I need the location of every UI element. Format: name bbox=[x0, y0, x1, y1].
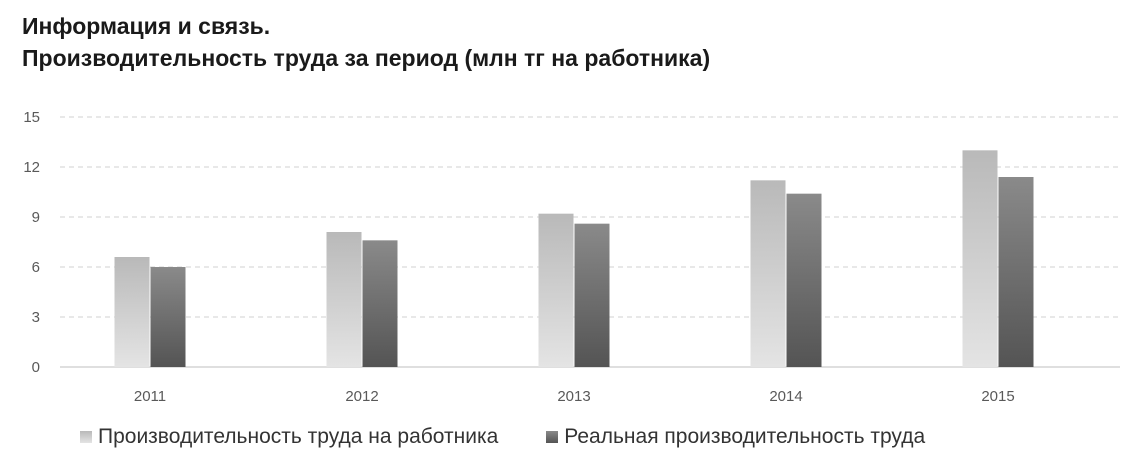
bar-2014-series-2 bbox=[786, 193, 822, 367]
legend-swatch-series-2 bbox=[546, 431, 559, 443]
bar-2015-series-2 bbox=[998, 177, 1034, 367]
chart-title-line-1: Информация и связь. bbox=[22, 13, 271, 39]
bar-2013-series-1 bbox=[538, 213, 574, 367]
legend-item-series-2: Реальная производительность труда bbox=[546, 425, 925, 449]
legend: Производительность труда на работника Ре… bbox=[80, 424, 973, 450]
chart-title-line-2: Производительность труда за период (млн … bbox=[22, 45, 711, 71]
x-tick-label: 2011 bbox=[134, 388, 166, 405]
legend-item-series-1: Производительность труда на работника bbox=[80, 425, 498, 449]
x-tick-label: 2014 bbox=[769, 388, 802, 405]
x-tick-label: 2015 bbox=[981, 388, 1014, 405]
y-tick-label: 3 bbox=[32, 309, 40, 326]
bar-2011-series-1 bbox=[114, 257, 150, 367]
y-tick-label: 12 bbox=[23, 159, 40, 176]
bar-2011-series-2 bbox=[150, 267, 186, 367]
bar-2012-series-1 bbox=[326, 232, 362, 367]
x-tick-label: 2012 bbox=[345, 388, 378, 405]
y-axis-ticks: 0 3 6 9 12 15 bbox=[23, 109, 40, 376]
bar-2014-series-1 bbox=[750, 180, 786, 367]
legend-label-series-2: Реальная производительность труда bbox=[564, 425, 926, 448]
chart-title: Информация и связь. Производительность т… bbox=[22, 10, 710, 74]
y-tick-label: 6 bbox=[32, 259, 40, 276]
bar-2013-series-2 bbox=[574, 223, 610, 367]
x-tick-label: 2013 bbox=[557, 388, 590, 405]
x-axis-ticks: 2011 2012 2013 2014 2015 bbox=[134, 388, 1015, 405]
y-tick-label: 15 bbox=[23, 109, 40, 126]
y-tick-label: 9 bbox=[32, 209, 40, 226]
bars bbox=[114, 150, 1034, 367]
legend-label-series-1: Производительность труда на работника bbox=[98, 425, 499, 448]
bar-2015-series-1 bbox=[962, 150, 998, 367]
bar-2012-series-2 bbox=[362, 240, 398, 367]
legend-swatch-series-1 bbox=[80, 431, 92, 443]
y-tick-label: 0 bbox=[32, 359, 40, 376]
